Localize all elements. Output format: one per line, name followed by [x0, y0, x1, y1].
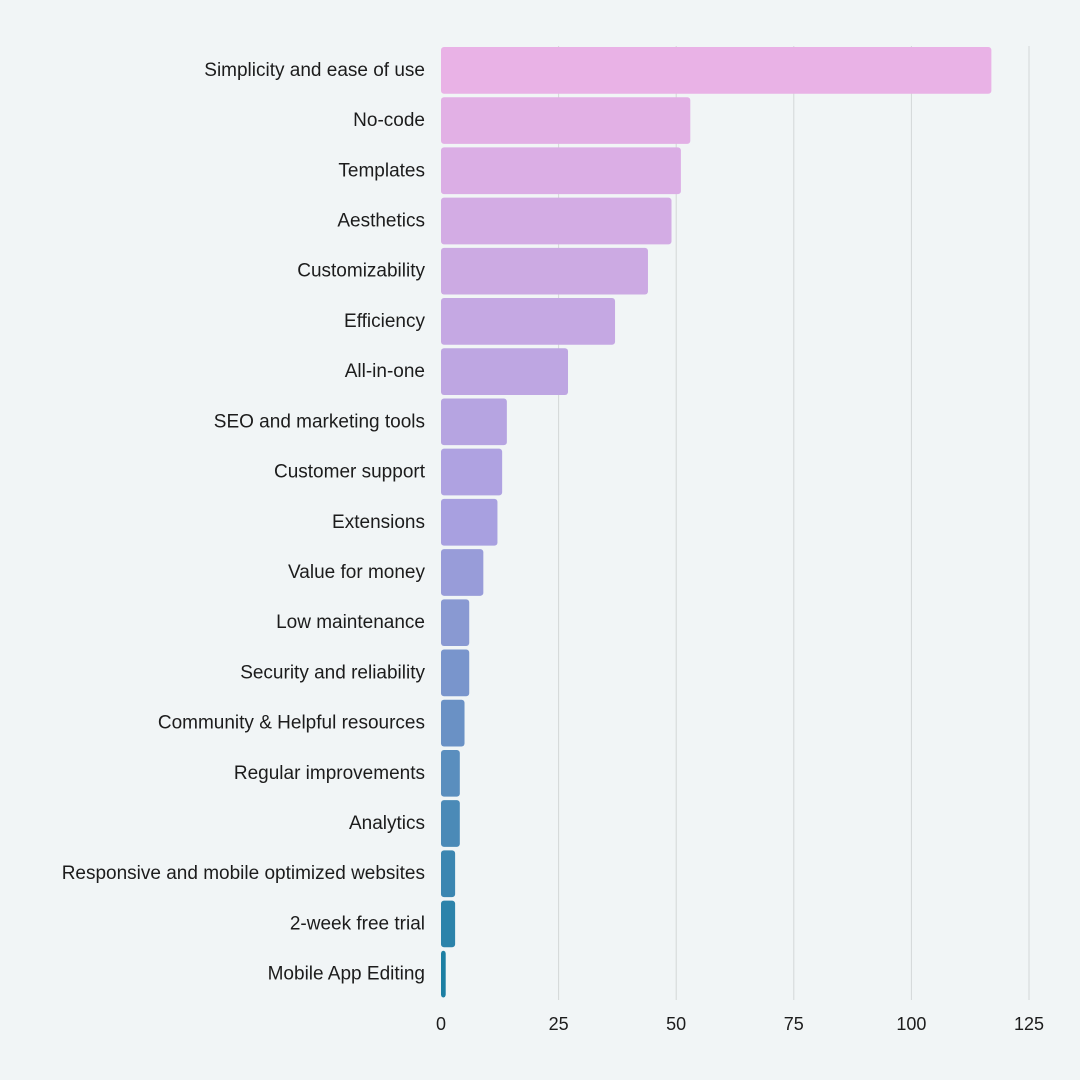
category-label-14: Regular improvements	[234, 763, 425, 784]
bar-0	[441, 47, 992, 94]
category-labels: Simplicity and ease of use No-code Templat…	[62, 60, 426, 985]
bar-12	[441, 649, 470, 697]
bar-7	[441, 398, 507, 446]
bar-4	[441, 247, 648, 295]
x-tick-label-50: 50	[666, 1014, 686, 1034]
bars	[441, 47, 992, 998]
x-tick-label-0: 0	[436, 1014, 446, 1034]
category-label-1: No-code	[353, 110, 425, 131]
x-tick-label-75: 75	[784, 1014, 804, 1034]
bar-18	[441, 950, 446, 998]
bar-8	[441, 448, 503, 496]
bar-2	[441, 147, 681, 195]
category-label-3: Aesthetics	[337, 210, 425, 231]
bar-17	[441, 900, 456, 948]
category-label-12: Security and reliability	[240, 662, 425, 683]
category-label-9: Extensions	[332, 512, 425, 533]
category-label-5: Efficiency	[344, 311, 425, 332]
category-label-16: Responsive and mobile optimized websites	[62, 863, 425, 884]
category-label-6: All-in-one	[345, 361, 425, 382]
bar-13	[441, 699, 465, 747]
bar-6	[441, 348, 569, 395]
category-label-7: SEO and marketing tools	[214, 411, 425, 432]
bar-5	[441, 298, 616, 345]
bar-10	[441, 549, 484, 596]
x-tick-label-25: 25	[549, 1014, 569, 1034]
category-label-2: Templates	[338, 160, 425, 181]
bar-16	[441, 850, 456, 898]
category-label-11: Low maintenance	[276, 612, 425, 633]
bar-15	[441, 800, 460, 847]
bar-9	[441, 498, 498, 546]
category-label-15: Analytics	[349, 813, 425, 834]
category-label-4: Customizability	[297, 261, 425, 282]
category-label-0: Simplicity and ease of use	[204, 60, 425, 81]
category-label-8: Customer support	[274, 462, 426, 483]
category-label-18: Mobile App Editing	[268, 964, 425, 985]
x-axis-tick-labels: 0 25 50 75 100 125	[436, 1014, 1044, 1034]
grid-lines	[558, 46, 1030, 1000]
x-tick-label-125: 125	[1014, 1014, 1044, 1034]
category-label-10: Value for money	[288, 562, 425, 583]
bar-14	[441, 749, 460, 797]
bar-11	[441, 599, 470, 647]
x-tick-label-100: 100	[896, 1014, 926, 1034]
category-label-17: 2-week free trial	[290, 913, 425, 934]
bar-3	[441, 197, 672, 245]
category-label-13: Community & Helpful resources	[158, 713, 425, 734]
bar-1	[441, 97, 691, 144]
